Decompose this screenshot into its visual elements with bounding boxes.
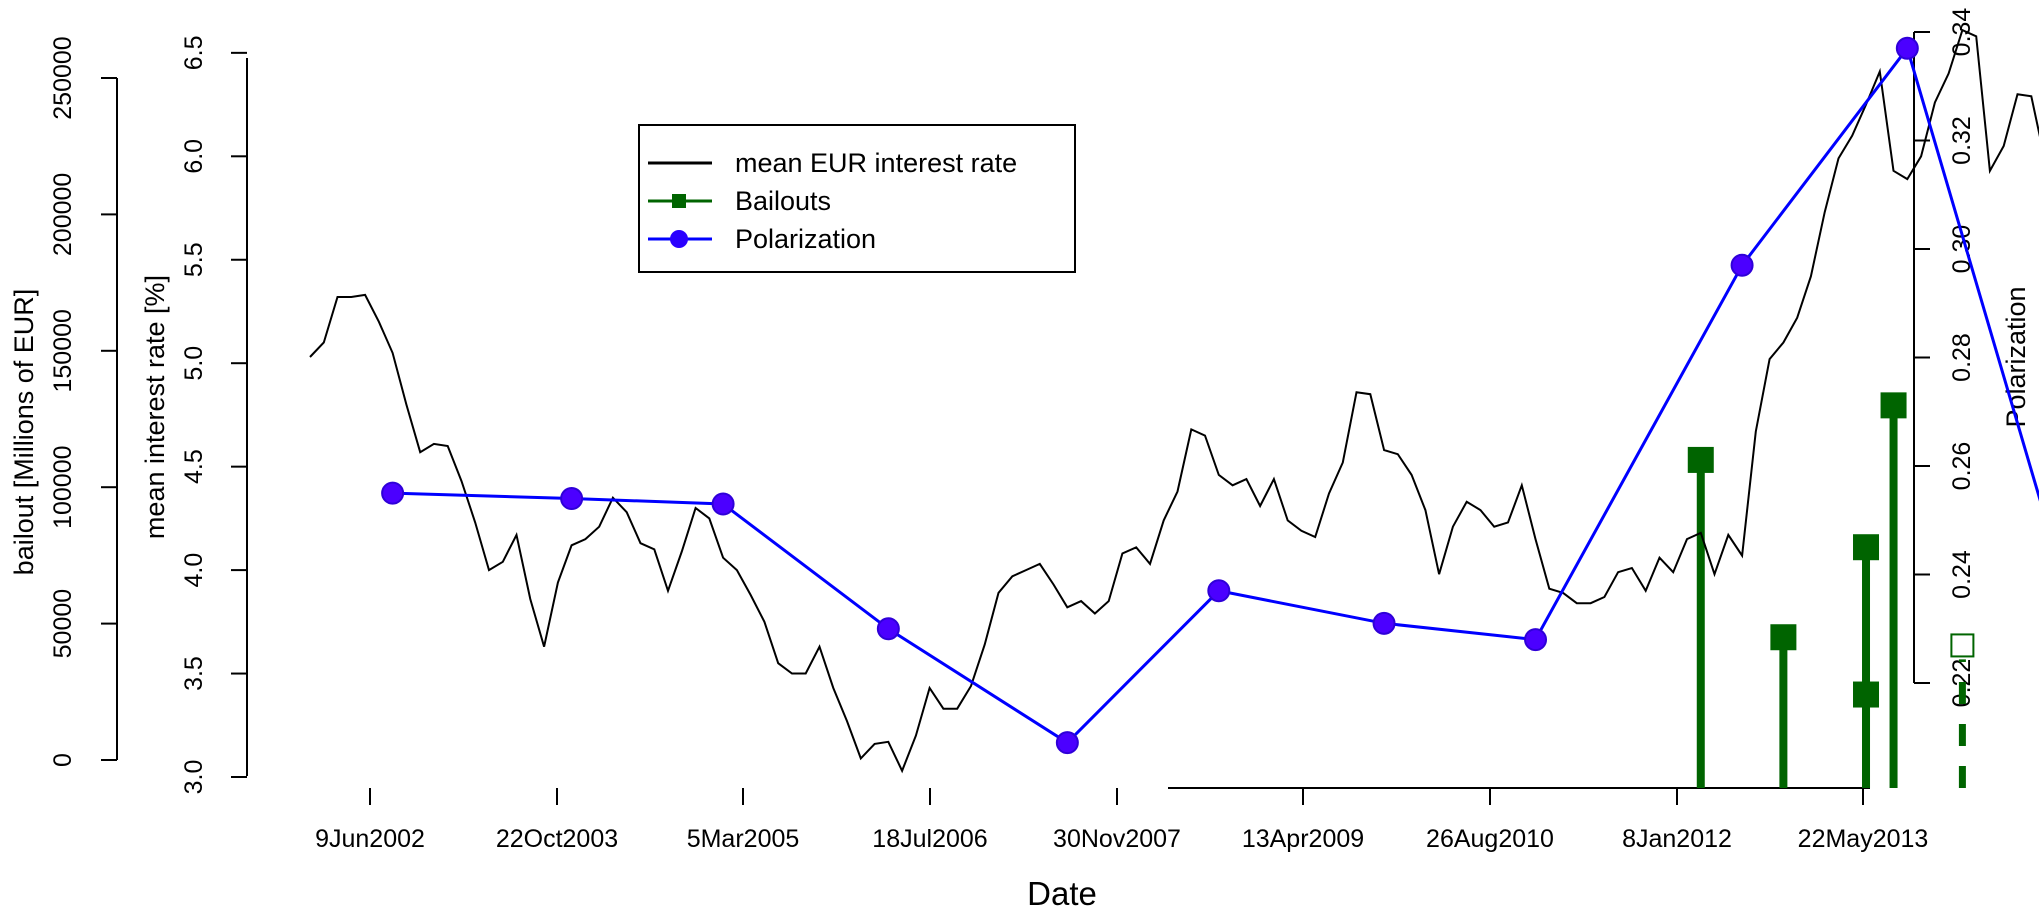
polarization-point — [1372, 611, 1396, 635]
y-tick-label: 200000 — [49, 173, 77, 256]
polarization-axis-ticks: 0.220.240.260.280.300.320.34 — [1914, 8, 1976, 707]
legend-swatch-square — [672, 194, 686, 208]
polarization-point — [711, 492, 735, 516]
y-tick-label: 150000 — [49, 309, 77, 392]
polarization-point — [1895, 36, 1919, 60]
x-tick-label: 26Aug2010 — [1426, 825, 1554, 853]
x-tick-label: 22Oct2003 — [496, 825, 618, 853]
bailout-marker — [1880, 392, 1907, 419]
y-tick-label: 0.32 — [1948, 116, 1976, 165]
y-tick-label: 50000 — [49, 589, 77, 659]
legend-entries: mean EUR interest rate Bailouts Polarizati… — [648, 148, 1017, 254]
y-tick-label: 0.28 — [1948, 333, 1976, 382]
y-tick-label: 0 — [49, 753, 77, 767]
bailout-axis-title: bailout [Millions of EUR] — [9, 289, 39, 576]
x-axis: 9Jun2002 22Oct2003 5Mar2005 18Jul2006 30Nov2… — [315, 787, 1928, 912]
interest-axis: 3.0 3.5 4.0 4.5 5.0 5.5 6.0 6.5 mean interest r… — [140, 35, 248, 794]
polarization-point — [381, 481, 405, 505]
x-tick-label: 9Jun2002 — [315, 825, 425, 853]
y-tick-label: 5.5 — [180, 242, 208, 277]
x-axis-ticks: 9Jun2002 22Oct2003 5Mar2005 18Jul2006 30Nov2… — [315, 788, 1928, 853]
y-tick-label: 6.5 — [180, 35, 208, 70]
polarization-axis-title: Polarization — [2001, 286, 2031, 427]
y-tick-label: 0.26 — [1948, 442, 1976, 491]
y-tick-label: 4.0 — [180, 553, 208, 588]
x-tick-label: 8Jan2012 — [1622, 825, 1732, 853]
interest-rate-line — [309, 28, 2039, 774]
y-tick-label: 5.0 — [180, 346, 208, 381]
x-tick-label: 22May2013 — [1798, 825, 1929, 853]
interest-axis-title: mean interest rate [%] — [140, 275, 170, 539]
polarization-point — [1524, 628, 1548, 652]
bailout-planned-marker — [1950, 633, 1975, 658]
y-tick-label: 4.5 — [180, 449, 208, 484]
y-tick-label: 250000 — [49, 36, 77, 119]
y-tick-label: 3.0 — [180, 760, 208, 795]
legend-label: Bailouts — [735, 186, 831, 216]
x-tick-label: 30Nov2007 — [1053, 825, 1181, 853]
y-tick-label: 3.5 — [180, 656, 208, 691]
polarization-point — [560, 487, 584, 511]
bailout-axis: 0 50000 100000 150000 200000 250000 bailout [… — [9, 36, 118, 767]
polarization-point — [1730, 253, 1754, 277]
polarization-point — [876, 617, 900, 641]
x-tick-label: 5Mar2005 — [687, 825, 800, 853]
polarization-point — [1207, 579, 1231, 603]
plot-area — [309, 28, 2039, 788]
y-tick-label: 0.24 — [1948, 550, 1976, 599]
legend-box — [638, 124, 1076, 273]
x-tick-label: 18Jul2006 — [872, 825, 987, 853]
y-tick-label: 100000 — [49, 445, 77, 528]
y-tick-label: 6.0 — [180, 139, 208, 174]
bailout-marker — [1853, 534, 1880, 561]
interest-axis-ticks: 3.0 3.5 4.0 4.5 5.0 5.5 6.0 6.5 — [180, 35, 247, 794]
legend-swatch-circle — [670, 230, 688, 248]
legend: mean EUR interest rate Bailouts Polarizati… — [638, 124, 1076, 273]
legend-label: Polarization — [735, 224, 876, 254]
bailout-marker — [1687, 446, 1714, 473]
bailout-marker — [1770, 624, 1797, 651]
polarization-point — [1055, 731, 1079, 755]
x-axis-title: Date — [1027, 875, 1097, 912]
legend-label: mean EUR interest rate — [735, 148, 1017, 178]
bailout-axis-ticks: 0 50000 100000 150000 200000 250000 — [49, 36, 117, 767]
x-tick-label: 13Apr2009 — [1242, 825, 1364, 853]
